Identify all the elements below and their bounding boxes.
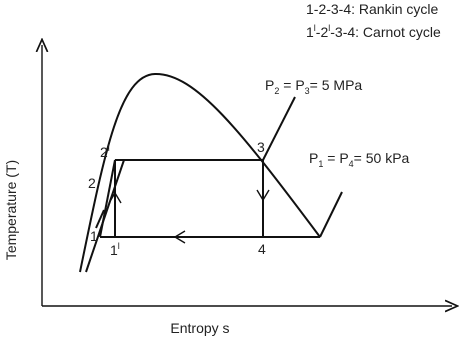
saturation-dome (79, 72, 321, 273)
arrow (173, 230, 186, 244)
text-run: l (328, 23, 330, 33)
text-run: 4 (349, 159, 354, 169)
text-run: 1 (318, 159, 323, 169)
pressure-label: P2 = P3= 5 MPa (265, 77, 362, 96)
text-run: = P (279, 77, 304, 93)
arrow (256, 189, 270, 202)
point-label: 1l (110, 241, 120, 258)
text-run: 2 (88, 175, 96, 191)
pressure-line-low (319, 191, 343, 238)
pressure-line-high (262, 96, 296, 161)
x-axis-label: Entropy s (170, 320, 229, 336)
y-axis-label: Temperature (T) (3, 160, 19, 260)
pump-line (85, 159, 125, 273)
text-run: = 5 MPa (310, 77, 363, 93)
text-run: 4 (258, 241, 266, 257)
text-run: l (118, 241, 120, 251)
text-run: -3-4: Carnot cycle (330, 24, 441, 40)
point-label: 4 (258, 241, 266, 257)
point-label: 1 (90, 228, 98, 244)
text-run: -2 (316, 24, 329, 40)
text-run: P (265, 77, 274, 93)
text-run: l (314, 23, 316, 33)
text-run: = 50 kPa (354, 150, 410, 166)
text-run: 2 (274, 86, 279, 96)
pressure-label: P1 = P4= 50 kPa (309, 150, 410, 169)
text-run: P (309, 150, 318, 166)
point-label: 3 (257, 139, 265, 155)
text-run: 2 (100, 144, 108, 160)
text-run: l (108, 143, 110, 153)
point-label: 2 (88, 175, 96, 191)
text-run: 1 (90, 228, 98, 244)
text-run: 1-2-3-4: Rankin cycle (306, 1, 438, 17)
point-label: 2l (100, 143, 110, 160)
text-run: 3 (257, 139, 265, 155)
legend-line: 1l-2l-3-4: Carnot cycle (306, 23, 441, 40)
text-run: 1 (110, 242, 118, 258)
text-run: 1 (306, 24, 314, 40)
legend-line: 1-2-3-4: Rankin cycle (306, 1, 438, 17)
text-run: = P (323, 150, 348, 166)
pump-line (95, 209, 105, 229)
text-run: 3 (305, 86, 310, 96)
arrow (108, 191, 122, 204)
